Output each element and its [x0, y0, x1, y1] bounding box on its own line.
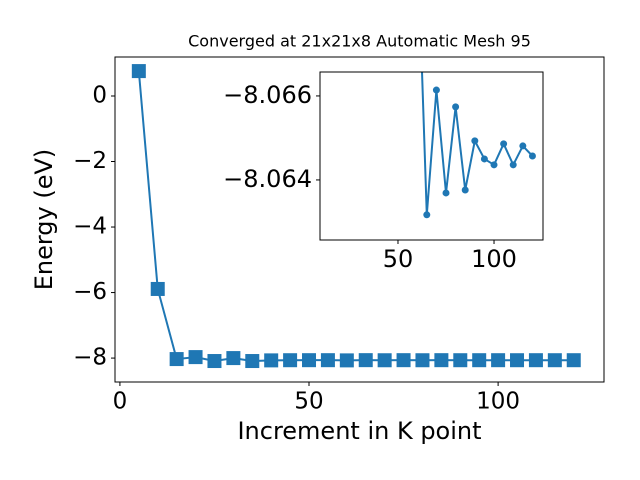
marker	[510, 353, 525, 368]
marker	[528, 353, 543, 368]
marker	[245, 354, 260, 369]
x-tick-label: 50	[294, 389, 323, 415]
marker	[471, 137, 479, 145]
marker	[302, 353, 317, 368]
marker	[453, 353, 468, 368]
x-tick-label: 0	[113, 389, 128, 415]
marker	[131, 64, 146, 79]
marker	[264, 353, 279, 368]
marker	[434, 353, 449, 368]
x-axis-label: Increment in K point	[237, 417, 481, 445]
series	[421, 72, 536, 219]
marker	[188, 350, 203, 365]
marker	[566, 353, 581, 368]
marker	[396, 353, 411, 368]
axes-frame	[114, 56, 605, 383]
marker	[339, 353, 354, 368]
axes-frame	[319, 71, 544, 241]
x-tick-label: 50	[383, 245, 414, 273]
marker	[169, 352, 184, 367]
chart-title: Converged at 21x21x8 Automatic Mesh 95	[188, 32, 531, 51]
x-tick-label: 100	[471, 245, 517, 273]
marker	[415, 353, 430, 368]
marker	[509, 161, 517, 169]
marker	[472, 353, 487, 368]
marker	[207, 354, 222, 369]
marker	[491, 353, 506, 368]
marker	[423, 211, 431, 219]
series	[131, 64, 581, 369]
y-tick-label: −8.064	[223, 165, 312, 193]
marker	[500, 140, 508, 148]
marker	[432, 86, 440, 94]
y-tick-label: −8	[73, 345, 107, 371]
marker	[377, 353, 392, 368]
y-tick-label: −2	[73, 148, 107, 174]
y-tick-label: 0	[92, 82, 107, 108]
y-tick-label: −6	[73, 279, 107, 305]
marker	[358, 353, 373, 368]
marker	[226, 351, 241, 366]
marker	[320, 353, 335, 368]
marker	[442, 189, 450, 197]
marker	[452, 103, 460, 111]
marker	[461, 186, 469, 194]
marker	[283, 353, 298, 368]
marker	[490, 161, 498, 169]
y-tick-label: −8.066	[223, 81, 312, 109]
x-tick-label: 100	[476, 389, 520, 415]
marker	[528, 152, 536, 160]
marker	[547, 353, 562, 368]
marker	[150, 281, 165, 296]
marker	[519, 142, 527, 150]
y-axis-label: Energy (eV)	[30, 149, 58, 291]
marker	[480, 155, 488, 163]
y-tick-label: −4	[73, 214, 107, 240]
